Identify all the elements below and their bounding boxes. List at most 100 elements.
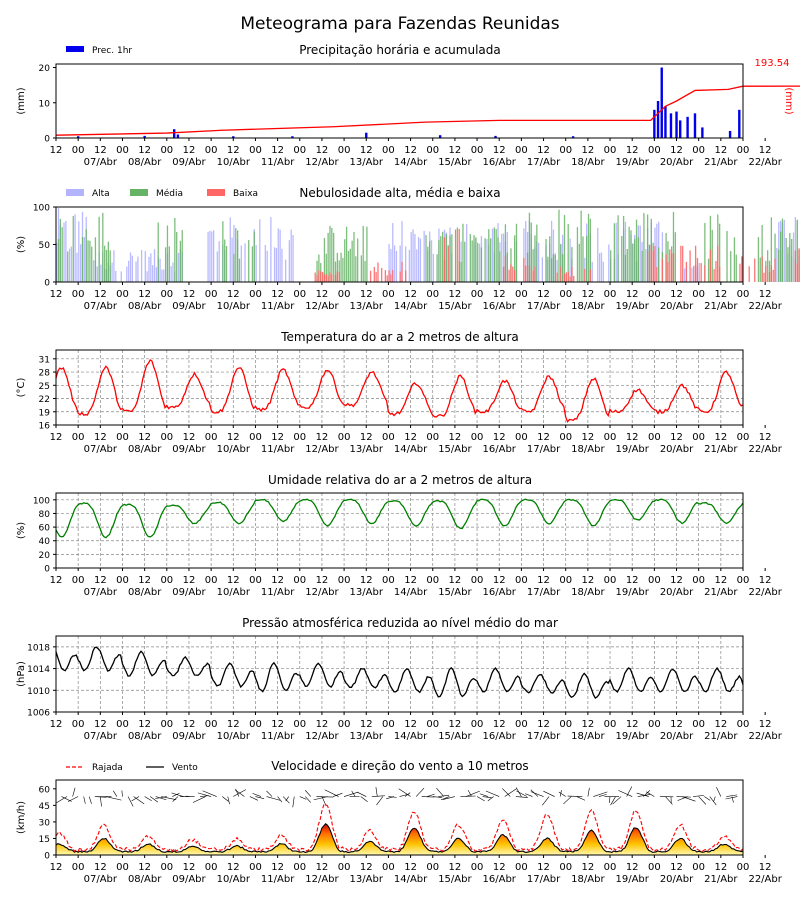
cloud-low-bar <box>571 266 573 282</box>
temperature-day-label: 21/Abr <box>704 444 738 455</box>
humidity-xtick-label: 12 <box>360 575 373 586</box>
cloud-mid-bar <box>456 227 459 282</box>
precip-xtick-label: 12 <box>271 145 284 156</box>
humidity-xtick-label: 00 <box>338 575 351 586</box>
cloud-high-bar <box>285 259 287 282</box>
temperature-day-label: 08/Abr <box>128 444 162 455</box>
cloud-high-bar <box>602 261 604 282</box>
cloud-high-bar <box>639 225 641 282</box>
cloud-low-bar <box>563 273 566 282</box>
cloud-mid-bar <box>344 239 346 282</box>
clouds-xtick-label: 00 <box>293 289 306 300</box>
pressure-xtick-label: 00 <box>471 719 484 730</box>
cloud-mid-bar <box>236 230 239 282</box>
cloud-high-bar <box>170 266 172 282</box>
cloud-high-bar <box>460 241 462 282</box>
cloud-high-bar <box>288 240 290 282</box>
precip-xtick-label: 00 <box>604 145 617 156</box>
cloud-high-bar <box>244 243 246 282</box>
wind-xtick-label: 12 <box>316 862 329 873</box>
wind-xtick-label: 00 <box>515 862 528 873</box>
cloud-mid-bar <box>460 261 462 282</box>
temperature-line <box>55 358 744 423</box>
panel-pressure: Pressão atmosférica reduzida ao nível mé… <box>16 616 783 742</box>
cloud-low-bar <box>514 270 516 282</box>
clouds-day-label: 19/Abr <box>615 301 649 312</box>
cloud-low-bar <box>388 270 390 282</box>
cloud-high-bar <box>598 253 601 282</box>
cloud-mid-bar <box>349 248 351 282</box>
wind-xtick-label: 12 <box>227 862 240 873</box>
clouds-legend-label: Baixa <box>233 189 258 199</box>
wind-direction-arrow <box>485 790 500 797</box>
cloud-high-bar <box>569 238 571 282</box>
cloud-mid-bar <box>586 235 588 282</box>
precip-day-label: 21/Abr <box>704 157 738 168</box>
cloud-high-bar <box>126 266 128 282</box>
precip-day-label: 07/Abr <box>84 157 118 168</box>
cloud-high-bar <box>212 230 215 282</box>
precip-bar <box>675 111 678 138</box>
cloud-mid-bar <box>475 237 477 282</box>
cloud-mid-bar <box>757 237 760 282</box>
temperature-ytick-label: 31 <box>39 355 50 365</box>
cloud-low-bar <box>567 271 569 282</box>
cloud-high-bar <box>502 233 505 282</box>
wind-day-label: 11/Abr <box>261 874 295 885</box>
cloud-low-bar <box>323 274 326 282</box>
clouds-xtick-label: 12 <box>50 289 63 300</box>
precip-bar <box>656 101 660 138</box>
temperature-xtick-label: 00 <box>426 432 439 443</box>
pressure-day-label: 15/Abr <box>438 731 472 742</box>
wind-direction-arrow <box>398 788 411 797</box>
panel-precip: Precipitação horária e acumulada (mm) 0 10 2… <box>16 43 800 168</box>
cloud-mid-bar <box>364 260 366 282</box>
wind-xtick-label: 12 <box>759 862 772 873</box>
cloud-high-bar <box>218 241 220 282</box>
pressure-xtick-label: 12 <box>360 719 373 730</box>
cloud-mid-bar <box>526 252 529 282</box>
cloud-mid-bar <box>329 225 331 282</box>
cloud-high-bar <box>264 244 266 282</box>
cloud-high-bar <box>523 228 525 282</box>
cloud-mid-bar <box>552 254 555 282</box>
wind-xtick-label: 12 <box>626 862 639 873</box>
cloud-mid-bar <box>587 213 590 282</box>
cloud-high-bar <box>83 237 86 282</box>
cloud-high-bar <box>794 217 797 282</box>
cloud-mid-bar <box>238 258 241 282</box>
cloud-mid-bar <box>514 235 516 282</box>
precip-xtick-label: 00 <box>515 145 528 156</box>
clouds-xtick-label: 00 <box>338 289 351 300</box>
cloud-high-bar <box>131 255 134 282</box>
clouds-xtick-label: 00 <box>72 289 85 300</box>
cloud-low-bar <box>661 259 664 282</box>
cloud-high-bar <box>698 262 700 282</box>
humidity-day-label: 19/Abr <box>615 587 649 598</box>
precip-frame <box>55 63 744 139</box>
cloud-low-bar <box>525 265 527 282</box>
humidity-day-label: 12/Abr <box>305 587 339 598</box>
wind-day-label: 16/Abr <box>483 874 517 885</box>
cloud-mid-bar <box>89 240 91 282</box>
wind-direction-arrow <box>321 796 327 806</box>
precip-bar <box>664 106 667 138</box>
wind-day-label: 12/Abr <box>305 874 339 885</box>
wind-xtick-label: 12 <box>404 862 417 873</box>
wind-day-label: 21/Abr <box>704 874 738 885</box>
humidity-xtick-label: 12 <box>271 575 284 586</box>
pressure-xtick-label: 00 <box>205 719 218 730</box>
temperature-frame <box>55 349 744 426</box>
cloud-mid-bar <box>704 222 706 282</box>
wind-direction-arrow <box>716 787 722 797</box>
cloud-high-bar <box>229 217 231 282</box>
cloud-mid-bar <box>562 254 564 282</box>
cloud-high-bar <box>120 271 122 282</box>
temperature-xtick-label: 00 <box>648 432 661 443</box>
cloud-mid-bar <box>351 240 353 282</box>
pressure-xtick-label: 00 <box>426 719 439 730</box>
clouds-xtick-label: 12 <box>759 289 772 300</box>
precip-bar <box>365 132 368 138</box>
temperature-ytick-label: 19 <box>39 408 51 418</box>
cloud-mid-bar <box>81 236 84 282</box>
